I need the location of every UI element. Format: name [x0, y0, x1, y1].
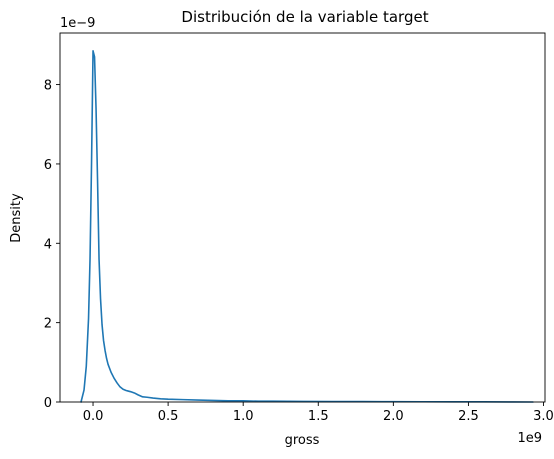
y-axis-label: Density — [9, 193, 24, 243]
x-tick-label: 2.0 — [383, 409, 404, 424]
x-tick-label: 0.0 — [83, 409, 104, 424]
x-tick-label: 0.5 — [158, 409, 179, 424]
y-tick-label: 2 — [44, 317, 52, 332]
x-tick-label: 1.0 — [233, 409, 254, 424]
y-tick-label: 4 — [44, 237, 52, 252]
plot-frame — [59, 32, 546, 403]
x-tick-label: 1.5 — [308, 409, 329, 424]
y-tick-label: 0 — [44, 396, 52, 411]
y-offset-label: 1e−9 — [60, 16, 95, 31]
x-tick-label: 2.5 — [458, 409, 479, 424]
chart-title: Distribución de la variable target — [181, 8, 428, 26]
density-line — [80, 50, 534, 403]
y-tick-label: 6 — [44, 158, 52, 173]
x-axis-label: gross — [285, 433, 320, 448]
x-tick-label: 3.0 — [533, 409, 554, 424]
y-tick-label: 8 — [44, 79, 52, 94]
x-offset-label: 1e9 — [517, 431, 542, 446]
